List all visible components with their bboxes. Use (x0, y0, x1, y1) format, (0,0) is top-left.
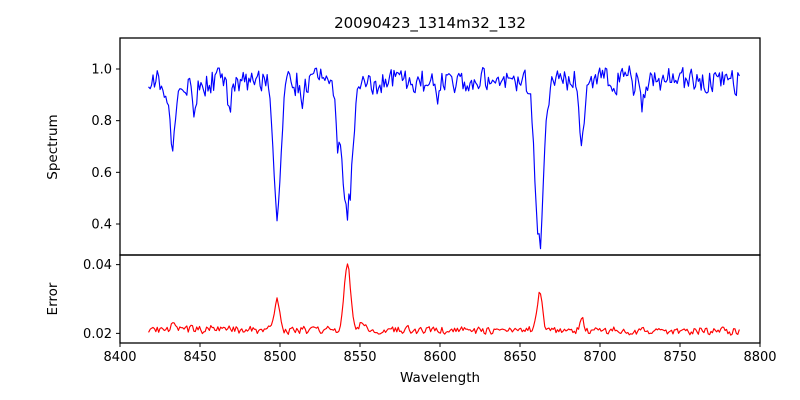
wavelength-tick-label: 8450 (183, 350, 216, 365)
wavelength-tick-label: 8550 (343, 350, 376, 365)
spectrum-y-tick-label: 1.0 (91, 63, 112, 78)
spectrum-y-tick-label: 0.8 (91, 114, 112, 129)
error-axis-label: Error (45, 282, 61, 315)
page-title: 20090423_1314m32_132 (334, 14, 526, 33)
error-y-tick-label: 0.04 (83, 258, 112, 273)
wavelength-tick-label: 8650 (503, 350, 536, 365)
spectrum-y-ticks: 0.4 0.6 0.8 1.0 (91, 63, 120, 233)
error-axes-frame (119, 254, 761, 344)
error-line (148, 263, 740, 336)
spectrum-axis-label: Spectrum (45, 114, 61, 179)
error-panel: 0.02 0.04 8400 8450 8500 8550 8600 8650 8700 875… (45, 254, 777, 386)
spectrum-y-tick-label: 0.4 (91, 218, 112, 233)
wavelength-tick-label: 8400 (103, 350, 136, 365)
error-y-ticks: 0.02 0.04 (83, 258, 120, 342)
spectrum-panel: 0.4 0.6 0.8 1.0 Spectrum (45, 37, 761, 256)
spectrum-line (148, 65, 740, 250)
error-y-tick-label: 0.02 (83, 327, 112, 342)
spectrum-y-tick-label: 0.6 (91, 166, 112, 181)
spectrum-axes-frame (119, 37, 761, 256)
wavelength-x-ticks: 8400 8450 8500 8550 8600 8650 8700 8750 8800 (103, 343, 777, 365)
wavelength-tick-label: 8700 (583, 350, 616, 365)
wavelength-tick-label: 8600 (423, 350, 456, 365)
wavelength-tick-label: 8750 (663, 350, 696, 365)
wavelength-axis-label: Wavelength (400, 370, 480, 386)
wavelength-tick-label: 8500 (263, 350, 296, 365)
wavelength-tick-label: 8800 (743, 350, 776, 365)
